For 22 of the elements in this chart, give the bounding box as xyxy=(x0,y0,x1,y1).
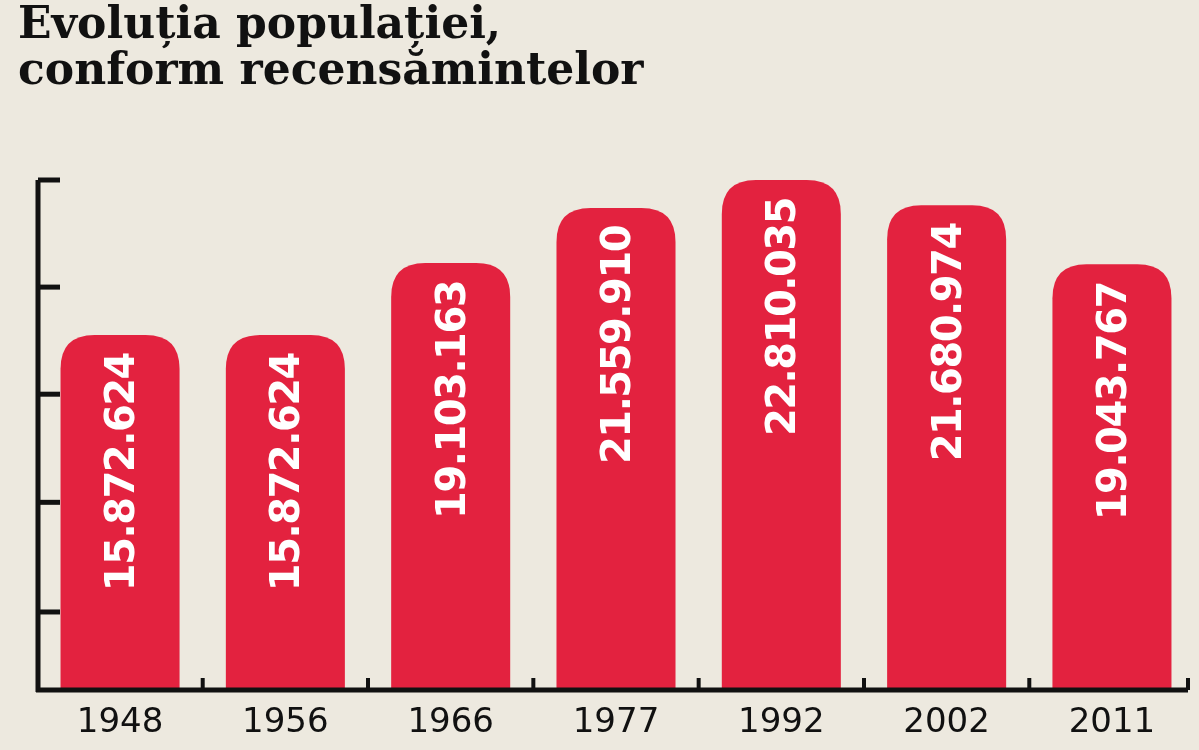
bar xyxy=(1052,264,1172,690)
data-label: 15.872.624 xyxy=(97,353,144,592)
bar xyxy=(225,335,345,690)
x-tick-label: 1977 xyxy=(572,700,660,740)
x-tick-label: 1948 xyxy=(76,700,164,740)
data-label: 15.872.624 xyxy=(262,353,309,592)
x-tick-label: 2011 xyxy=(1068,700,1156,740)
data-label: 21.559.910 xyxy=(593,225,639,464)
x-tick-label: 1992 xyxy=(738,700,825,740)
data-label: 21.680.974 xyxy=(923,223,970,462)
bar xyxy=(60,335,180,690)
x-tick-label: 1956 xyxy=(242,700,329,740)
chart-title: Evoluția populației, conform recensămintelor xyxy=(18,0,645,94)
bar xyxy=(721,180,841,690)
data-label: 19.103.163 xyxy=(427,280,474,519)
bar xyxy=(556,207,676,690)
x-tick-label: 2002 xyxy=(903,700,990,740)
data-label: 19.043.767 xyxy=(1088,282,1135,521)
data-label: 22.810.035 xyxy=(758,198,805,437)
x-tick-label: 1966 xyxy=(407,700,494,740)
bar xyxy=(887,205,1007,690)
bar xyxy=(391,262,511,690)
